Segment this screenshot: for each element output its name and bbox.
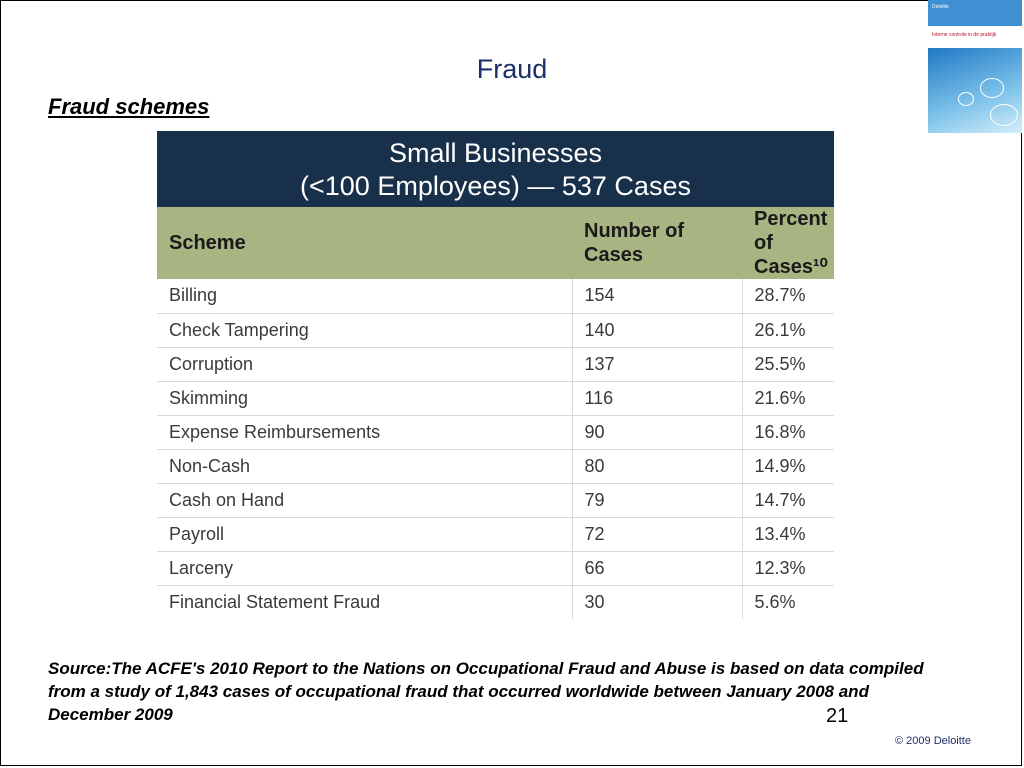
thumbnail-banner: Deloitte: [928, 0, 1022, 26]
table-row: Cash on Hand 79 14.7%: [157, 483, 834, 518]
column-header-row: Scheme Number of Cases Percent of Cases¹…: [157, 207, 834, 279]
percent-cell: 28.7%: [742, 279, 834, 314]
thumbnail-caption-area: Interne controle in de praktijk: [928, 26, 1022, 48]
percent-cell: 14.7%: [742, 483, 834, 518]
table-row: Larceny 66 12.3%: [157, 551, 834, 586]
number-cell: 154: [572, 279, 743, 314]
bubble-decoration: [990, 104, 1018, 126]
thumbnail-caption: Interne controle in de praktijk: [932, 32, 997, 38]
percent-cell: 25.5%: [742, 347, 834, 382]
number-cell: 79: [572, 483, 743, 518]
number-cell: 140: [572, 313, 743, 348]
scheme-cell: Check Tampering: [157, 313, 573, 348]
scheme-cell: Expense Reimbursements: [157, 415, 573, 450]
table-row: Corruption 137 25.5%: [157, 347, 834, 382]
page-number: 21: [826, 705, 849, 727]
number-cell: 30: [572, 585, 743, 619]
scheme-cell: Cash on Hand: [157, 483, 573, 518]
percent-cell: 26.1%: [742, 313, 834, 348]
percent-cell: 12.3%: [742, 551, 834, 586]
fraud-schemes-table: Small Businesses (<100 Employees) — 537 …: [157, 131, 834, 619]
number-cell: 80: [572, 449, 743, 484]
table-row: Financial Statement Fraud 30 5.6%: [157, 585, 834, 619]
table-row: Skimming 116 21.6%: [157, 381, 834, 416]
table-header-banner: Small Businesses (<100 Employees) — 537 …: [157, 131, 834, 207]
scheme-cell: Skimming: [157, 381, 573, 416]
column-header-number: Number of Cases: [572, 207, 742, 279]
slide-title: Fraud: [476, 54, 548, 84]
cover-thumbnail: Deloitte Interne controle in de praktijk: [928, 0, 1022, 133]
table-row: Payroll 72 13.4%: [157, 517, 834, 552]
table-row: Billing 154 28.7%: [157, 279, 834, 314]
number-cell: 90: [572, 415, 743, 450]
percent-cell: 16.8%: [742, 415, 834, 450]
number-cell: 137: [572, 347, 743, 382]
bubble-decoration: [980, 78, 1004, 98]
scheme-cell: Larceny: [157, 551, 573, 586]
bubble-decoration: [958, 92, 974, 106]
scheme-cell: Payroll: [157, 517, 573, 552]
copyright-notice: © 2009 Deloitte: [895, 735, 971, 747]
scheme-cell: Billing: [157, 279, 573, 314]
scheme-cell: Financial Statement Fraud: [157, 585, 573, 619]
column-header-scheme: Scheme: [157, 207, 572, 279]
thumbnail-banner-text: Deloitte: [932, 4, 949, 10]
source-note: Source:The ACFE's 2010 Report to the Nat…: [48, 659, 924, 724]
number-cell: 66: [572, 551, 743, 586]
number-cell: 72: [572, 517, 743, 552]
column-header-percent: Percent of Cases¹⁰: [742, 207, 834, 279]
percent-cell: 21.6%: [742, 381, 834, 416]
scheme-cell: Corruption: [157, 347, 573, 382]
data-table: Scheme Number of Cases Percent of Cases¹…: [157, 207, 834, 619]
scheme-cell: Non-Cash: [157, 449, 573, 484]
percent-cell: 14.9%: [742, 449, 834, 484]
table-header-line1: Small Businesses: [388, 138, 603, 168]
percent-cell: 13.4%: [742, 517, 834, 552]
slide-subtitle: Fraud schemes: [48, 94, 210, 119]
table-row: Check Tampering 140 26.1%: [157, 313, 834, 348]
table-row: Non-Cash 80 14.9%: [157, 449, 834, 484]
thumbnail-image: [928, 48, 1022, 133]
table-row: Expense Reimbursements 90 16.8%: [157, 415, 834, 450]
table-header-line2: (<100 Employees) — 537 Cases: [300, 171, 691, 201]
number-cell: 116: [572, 381, 743, 416]
percent-cell: 5.6%: [754, 591, 796, 612]
